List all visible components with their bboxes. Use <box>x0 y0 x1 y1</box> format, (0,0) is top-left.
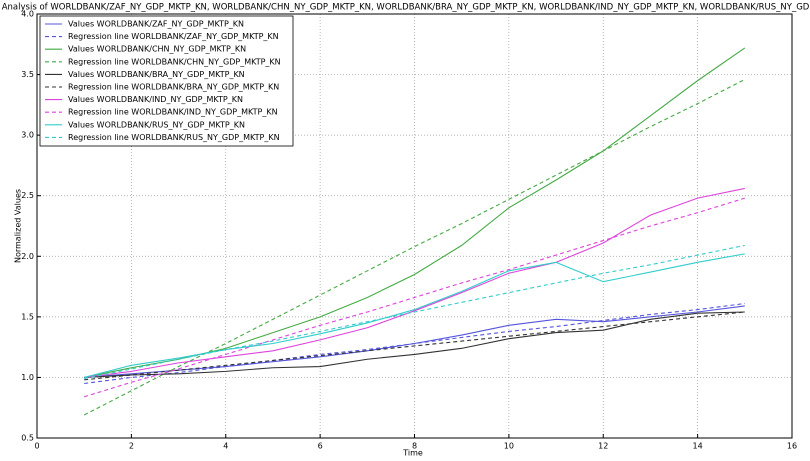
x-axis-label: Time <box>402 449 423 458</box>
y-tick-label: 3.5 <box>21 70 34 79</box>
x-tick-label: 6 <box>318 442 323 451</box>
legend-label: Regression line WORLDBANK/RUS_NY_GDP_MKT… <box>68 133 280 142</box>
y-tick-label: 2.5 <box>21 191 34 200</box>
x-tick-label: 8 <box>412 442 417 451</box>
series-line <box>84 302 745 385</box>
legend-label: Regression line WORLDBANK/IND_NY_GDP_MKT… <box>68 108 278 117</box>
y-axis-label: Normalized Values <box>14 189 23 263</box>
legend-label: Values WORLDBANK/IND_NY_GDP_MKTP_KN <box>68 95 243 104</box>
series-line <box>84 187 745 378</box>
legend-label: Regression line WORLDBANK/ZAF_NY_GDP_MKT… <box>68 32 279 41</box>
legend-label: Values WORLDBANK/RUS_NY_GDP_MKTP_KN <box>68 120 245 129</box>
x-tick-label: 0 <box>34 442 39 451</box>
x-tick-label: 4 <box>223 442 228 451</box>
plot-frame <box>36 13 793 439</box>
legend-label: Values WORLDBANK/CHN_NY_GDP_MKTP_KN <box>68 45 246 54</box>
y-tick-label: 1.0 <box>21 373 34 382</box>
x-tick-label: 10 <box>504 442 514 451</box>
x-tick-label: 12 <box>598 442 608 451</box>
x-tick-label: 14 <box>693 442 703 451</box>
series-line <box>84 311 745 381</box>
x-tick-label: 2 <box>129 442 134 451</box>
y-tick-label: 4.0 <box>21 10 34 19</box>
legend-box <box>39 15 294 147</box>
y-tick-label: 0.5 <box>21 434 34 443</box>
y-tick-label: 1.5 <box>21 312 34 321</box>
legend-label: Regression line WORLDBANK/CHN_NY_GDP_MKT… <box>68 57 281 66</box>
series-line <box>84 197 745 398</box>
series-line <box>83 78 746 416</box>
legend-label: Regression line WORLDBANK/BRA_NY_GDP_MKT… <box>68 83 279 92</box>
chart-title: Regression Analysis of WORLDBANK/ZAF_NY_… <box>0 3 810 13</box>
series-line <box>84 253 745 378</box>
legend-label: Values WORLDBANK/BRA_NY_GDP_MKTP_KN <box>68 70 245 79</box>
x-tick-label: 16 <box>787 442 797 451</box>
legend-label: Values WORLDBANK/ZAF_NY_GDP_MKTP_KN <box>68 20 244 29</box>
y-tick-label: 3.0 <box>21 131 34 140</box>
series-line <box>84 244 745 380</box>
y-tick-label: 2.0 <box>21 252 34 261</box>
